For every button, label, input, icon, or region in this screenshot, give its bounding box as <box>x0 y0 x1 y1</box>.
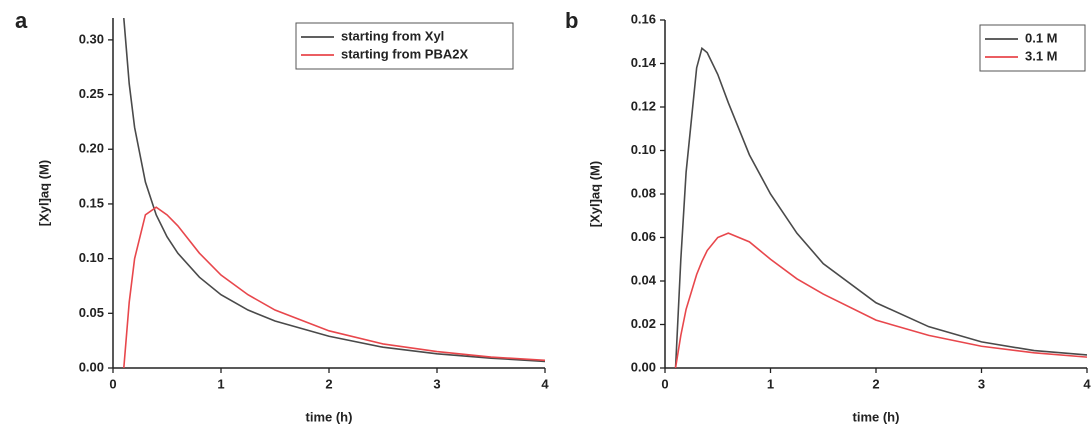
y-axis-title: [Xyl]aq (M) <box>587 161 602 227</box>
panel-label: a <box>15 8 28 33</box>
y-tick-label: 0.14 <box>631 55 657 70</box>
y-tick-label: 0.12 <box>631 98 656 113</box>
y-tick-label: 0.20 <box>79 141 104 156</box>
legend-box <box>295 22 514 70</box>
y-tick-label: 0.08 <box>631 185 656 200</box>
x-axis-title: time (h) <box>306 409 353 424</box>
legend-label: starting from PBA2X <box>341 46 468 61</box>
legend: 0.1 M 3.1 M <box>979 24 1086 72</box>
series-line <box>674 46 1087 368</box>
y-tick-label: 0.00 <box>79 359 104 374</box>
x-tick-label: 1 <box>767 376 774 391</box>
y-axis-title: [Xyl]aq (M) <box>36 160 51 226</box>
x-tick-label: 4 <box>541 376 549 391</box>
x-tick-label: 2 <box>325 376 332 391</box>
y-tick-label: 0.25 <box>79 86 104 101</box>
y-tick-label: 0.15 <box>79 195 104 210</box>
y-tick-label: 0.30 <box>79 31 104 46</box>
series-line <box>123 206 545 368</box>
x-tick-label: 3 <box>978 376 985 391</box>
panel: b 0.00 0.02 0.04 0.06 0.08 0.10 0.12 0.14 0.16 0 1 2… <box>565 8 1091 425</box>
series-line <box>123 18 545 363</box>
x-axis-title: time (h) <box>853 409 900 424</box>
x-tick-label: 0 <box>109 376 116 391</box>
x-tick-label: 3 <box>433 376 440 391</box>
y-tick-label: 0.10 <box>79 250 104 265</box>
series-line <box>674 232 1087 368</box>
y-tick-label: 0.04 <box>631 272 657 287</box>
legend-label: 0.1 M <box>1025 30 1058 45</box>
y-tick-label: 0.05 <box>79 305 104 320</box>
panel: a 0.00 0.05 0.10 0.15 0.20 0.25 0.30 0 1 2 3 4 time (… <box>15 8 549 425</box>
x-tick-label: 2 <box>872 376 879 391</box>
y-tick-label: 0.16 <box>631 11 656 26</box>
y-tick-label: 0.00 <box>631 359 656 374</box>
panel-label: b <box>565 8 578 33</box>
y-tick-label: 0.02 <box>631 316 656 331</box>
legend-box <box>979 24 1086 72</box>
legend-label: 3.1 M <box>1025 48 1058 63</box>
legend: starting from Xyl starting from PBA2X <box>295 22 514 70</box>
x-tick-label: 4 <box>1083 376 1091 391</box>
y-tick-label: 0.06 <box>631 229 656 244</box>
legend-label: starting from Xyl <box>341 28 444 43</box>
y-tick-label: 0.10 <box>631 142 656 157</box>
x-tick-label: 1 <box>217 376 224 391</box>
x-tick-label: 0 <box>661 376 668 391</box>
